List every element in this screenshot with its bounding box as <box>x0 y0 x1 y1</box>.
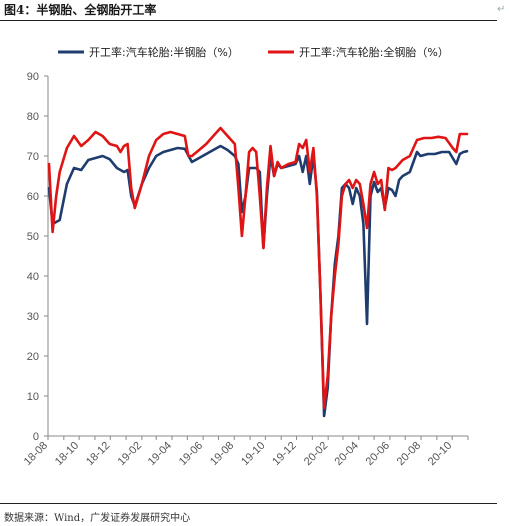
x-tick-label: 20-08 <box>395 440 423 468</box>
x-tick-label: 18-08 <box>22 440 50 468</box>
y-tick-label: 50 <box>27 231 39 243</box>
x-tick-label: 19-02 <box>116 440 144 468</box>
x-tick-label: 19-06 <box>177 440 205 468</box>
legend-entry-2: 开工率:汽车轮胎:全钢胎（%） <box>299 45 449 59</box>
source-divider <box>0 503 497 504</box>
x-tick-label: 20-04 <box>333 440 361 468</box>
x-tick-label: 19-12 <box>270 440 298 468</box>
x-tick-label: 20-06 <box>364 440 392 468</box>
series-line-2 <box>47 126 469 410</box>
y-tick-label: 60 <box>27 191 39 203</box>
legend-entry-1: 开工率:汽车轮胎:半钢胎（%） <box>89 45 239 59</box>
x-tick-label: 20-10 <box>426 440 454 468</box>
title-divider <box>0 20 497 21</box>
x-tick-label: 18-12 <box>84 440 112 468</box>
y-tick-label: 10 <box>27 391 39 403</box>
y-tick-label: 20 <box>27 351 39 363</box>
x-tick-label: 19-10 <box>239 440 267 468</box>
x-tick-label: 20-02 <box>302 440 330 468</box>
y-tick-label: 0 <box>33 431 39 443</box>
edge-mark-icon: ↵ <box>497 4 506 15</box>
y-tick-label: 80 <box>27 111 39 123</box>
figure-title: 图4：半钢胎、全钢胎开工率 <box>4 3 157 17</box>
legend: 开工率:汽车轮胎:半钢胎（%） 开工率:汽车轮胎:全钢胎（%） <box>58 45 449 59</box>
series-lines <box>47 126 469 418</box>
figure-source: 数据来源：Wind，广发证券发展研究中心 <box>4 513 191 524</box>
x-tick-label: 19-04 <box>146 440 174 468</box>
y-tick-label: 70 <box>27 151 39 163</box>
y-tick-label: 90 <box>27 71 39 83</box>
y-tick-label: 40 <box>27 271 39 283</box>
y-tick-label: 30 <box>27 311 39 323</box>
x-tick-label: 19-08 <box>208 440 236 468</box>
x-tick-label: 18-10 <box>53 440 81 468</box>
